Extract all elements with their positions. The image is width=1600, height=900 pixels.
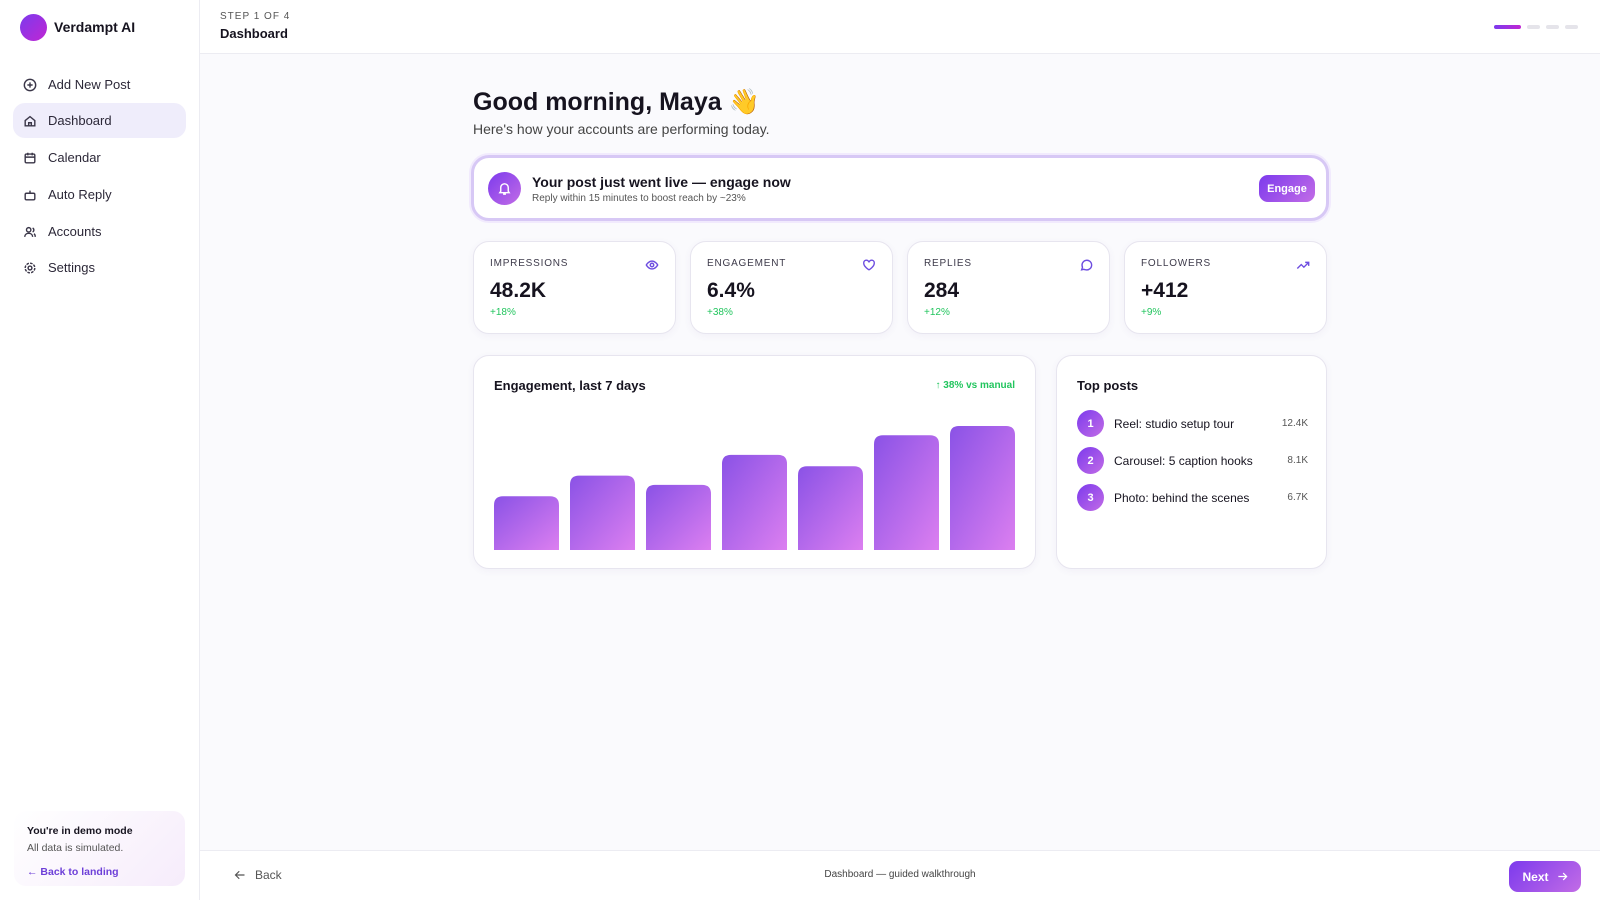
page-title: Dashboard bbox=[220, 26, 288, 41]
chart-annotation: ↑ 38% vs manual bbox=[935, 380, 1015, 391]
post-name: Carousel: 5 caption hooks bbox=[1114, 453, 1253, 468]
demo-link[interactable]: ← Back to landing bbox=[27, 866, 119, 878]
top-posts-card: Top posts 1 Reel: studio setup tour 12.4K … bbox=[1056, 355, 1327, 569]
stat-change: +12% bbox=[924, 307, 950, 318]
step: STEP 1 OF 4 bbox=[220, 11, 291, 22]
post-name: Photo: behind the scenes bbox=[1114, 490, 1250, 505]
nav-label: Accounts bbox=[48, 224, 102, 239]
back-label: Back bbox=[255, 868, 282, 882]
post-value: 12.4K bbox=[1281, 418, 1308, 429]
alert-text: Reply within 15 minutes to boost reach b… bbox=[532, 193, 746, 204]
nav-label: Calendar bbox=[48, 150, 101, 165]
bar-chart bbox=[494, 426, 1015, 550]
stat-value: +412 bbox=[1141, 279, 1189, 302]
stat-change: +18% bbox=[490, 307, 516, 318]
chart-title: Engagement, last 7 days bbox=[494, 378, 646, 393]
post-value: 8.1K bbox=[1287, 455, 1308, 466]
stat-card: ENGAGEMENT 6.4% +38% bbox=[690, 241, 893, 334]
next-button[interactable]: Next bbox=[1509, 861, 1581, 892]
icon bbox=[1296, 261, 1310, 269]
nav-label: Dashboard bbox=[48, 113, 112, 128]
nav-item[interactable]: Dashboard bbox=[13, 103, 186, 138]
bar bbox=[570, 475, 635, 550]
brand: Verdampt AI bbox=[54, 19, 136, 35]
stat-label: REPLIES bbox=[924, 258, 972, 269]
stat-change: +9% bbox=[1141, 307, 1162, 318]
stat-card: FOLLOWERS +412 +9% bbox=[1124, 241, 1327, 334]
bar bbox=[798, 466, 863, 550]
footer: Back Dashboard — guided walkthrough Next bbox=[200, 850, 1600, 900]
sidebar: Verdampt AI Add New Post Dashboard Calen… bbox=[0, 0, 200, 900]
bar bbox=[950, 426, 1015, 550]
icon bbox=[24, 261, 36, 274]
logo bbox=[20, 14, 47, 41]
icon bbox=[23, 78, 37, 91]
stat-change: +38% bbox=[707, 307, 733, 318]
nav-item[interactable]: Accounts bbox=[13, 214, 186, 249]
top-posts-title: Top posts bbox=[1077, 378, 1139, 393]
stat-label: IMPRESSIONS bbox=[490, 258, 569, 269]
top-bar: STEP 1 OF 4 Dashboard bbox=[200, 0, 1600, 54]
greeting: Good morning, Maya 👋 bbox=[473, 88, 760, 116]
nav-item[interactable]: Calendar bbox=[13, 140, 186, 175]
stat-card: IMPRESSIONS 48.2K +18% bbox=[473, 241, 676, 334]
icon bbox=[1080, 259, 1093, 271]
icon bbox=[645, 260, 659, 270]
progress-step bbox=[1494, 25, 1521, 29]
progress-step bbox=[1527, 25, 1540, 29]
stat-value: 284 bbox=[924, 279, 960, 302]
nav-item[interactable]: Auto Reply bbox=[13, 177, 186, 212]
stat-value: 48.2K bbox=[490, 279, 547, 302]
post-rank: 3 bbox=[1077, 484, 1104, 511]
next-label: Next bbox=[1522, 869, 1549, 884]
progress-step bbox=[1565, 25, 1578, 29]
icon bbox=[24, 226, 36, 237]
demo-text: All data is simulated. bbox=[27, 842, 124, 854]
post-row[interactable]: 3 Photo: behind the scenes 6.7K bbox=[1077, 484, 1308, 511]
post-row[interactable]: 1 Reel: studio setup tour 12.4K bbox=[1077, 410, 1308, 437]
progress-step bbox=[1546, 25, 1559, 29]
back-button[interactable]: Back bbox=[234, 868, 282, 882]
post-name: Reel: studio setup tour bbox=[1114, 416, 1235, 431]
footer-caption: Dashboard — guided walkthrough bbox=[824, 869, 976, 880]
nav-label: Auto Reply bbox=[48, 187, 112, 202]
nav-item[interactable]: Add New Post bbox=[13, 67, 186, 102]
stat-value: 6.4% bbox=[707, 279, 755, 302]
post-rank: 1 bbox=[1077, 410, 1104, 437]
demo-title: You're in demo mode bbox=[27, 825, 133, 837]
chart-card: Engagement, last 7 days ↑ 38% vs manual bbox=[473, 355, 1036, 569]
stat-label: FOLLOWERS bbox=[1141, 258, 1211, 269]
demo-box: You're in demo mode All data is simulate… bbox=[14, 811, 185, 886]
icon bbox=[24, 115, 36, 127]
icon bbox=[24, 152, 36, 164]
bar bbox=[874, 435, 939, 550]
post-row[interactable]: 2 Carousel: 5 caption hooks 8.1K bbox=[1077, 447, 1308, 474]
post-value: 6.7K bbox=[1287, 492, 1308, 503]
greeting-sub: Here's how your accounts are performing … bbox=[473, 121, 770, 137]
post-rank: 2 bbox=[1077, 447, 1104, 474]
engage-button[interactable]: Engage bbox=[1259, 175, 1315, 202]
icon bbox=[863, 259, 875, 271]
alert-icon bbox=[488, 172, 521, 205]
nav-item[interactable]: Settings bbox=[13, 250, 186, 285]
nav-label: Settings bbox=[48, 260, 95, 275]
nav-label: Add New Post bbox=[48, 77, 131, 92]
alert: Your post just went live — engage now Re… bbox=[471, 155, 1329, 221]
bar bbox=[494, 496, 559, 550]
bar bbox=[722, 454, 787, 550]
alert-title: Your post just went live — engage now bbox=[532, 174, 791, 190]
stat-card: REPLIES 284 +12% bbox=[907, 241, 1110, 334]
icon bbox=[24, 190, 36, 201]
stat-label: ENGAGEMENT bbox=[707, 258, 787, 269]
bar bbox=[646, 484, 711, 550]
